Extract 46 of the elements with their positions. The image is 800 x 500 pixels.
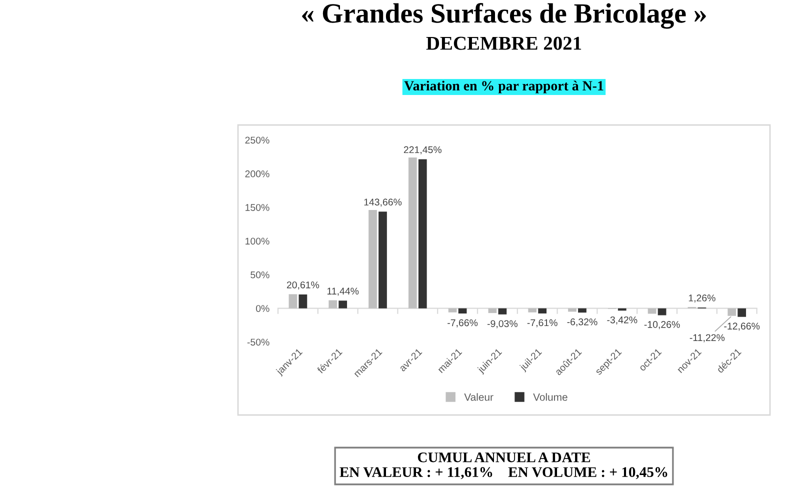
chart-subtitle: DECEMBRE 2021 — [426, 36, 582, 50]
bar — [658, 308, 666, 316]
data-label: 143,66% — [364, 198, 402, 207]
bar — [338, 300, 348, 308]
bar — [328, 300, 338, 308]
bar — [578, 308, 586, 313]
bar — [738, 308, 746, 317]
legend-label: Valeur — [464, 393, 494, 401]
data-label: -6,32% — [567, 318, 598, 326]
data-label: -11,22% — [690, 334, 725, 342]
bar — [418, 159, 427, 308]
legend-label: Volume — [533, 393, 568, 401]
data-label: -9,03% — [487, 320, 518, 328]
text: CUMUL ANNUEL A DATE EN VALEUR : + 11,61% EN VOLUME : + 10,45% — [340, 452, 668, 480]
data-label: -3,42% — [607, 316, 638, 324]
data-label: 1,26% — [688, 294, 716, 303]
y-tick-label: 250% — [245, 136, 270, 144]
data-label: 20,61% — [286, 281, 320, 290]
bar — [488, 308, 497, 314]
y-tick-label: 0% — [256, 305, 270, 312]
data-label: -12,66% — [724, 322, 760, 331]
bar — [568, 308, 576, 312]
bar — [408, 158, 417, 308]
y-tick-label: 50% — [250, 271, 270, 278]
bar — [648, 308, 656, 314]
bar — [728, 308, 736, 316]
bar — [288, 294, 298, 308]
data-label: -7,66% — [448, 319, 478, 328]
bar — [368, 210, 377, 308]
bar — [458, 308, 467, 314]
y-tick-label: 150% — [246, 204, 270, 211]
bar — [448, 308, 457, 312]
y-tick-label: 100% — [246, 238, 270, 245]
data-label: 221,45% — [404, 146, 442, 154]
y-tick-label: -50% — [247, 338, 270, 346]
bar — [378, 212, 387, 308]
bar — [298, 294, 308, 308]
data-label: -10,26% — [644, 321, 680, 330]
data-label: 11,44% — [327, 288, 359, 296]
data-label: -7,61% — [527, 319, 558, 328]
bar — [498, 308, 507, 314]
chart-title: « Grandes Surfaces de Bricolage » — [302, 3, 706, 29]
text: Variation en % par rapport à N-1 — [404, 80, 604, 94]
bar — [528, 308, 537, 312]
bar — [538, 308, 547, 314]
y-tick-label: 200% — [245, 170, 270, 178]
